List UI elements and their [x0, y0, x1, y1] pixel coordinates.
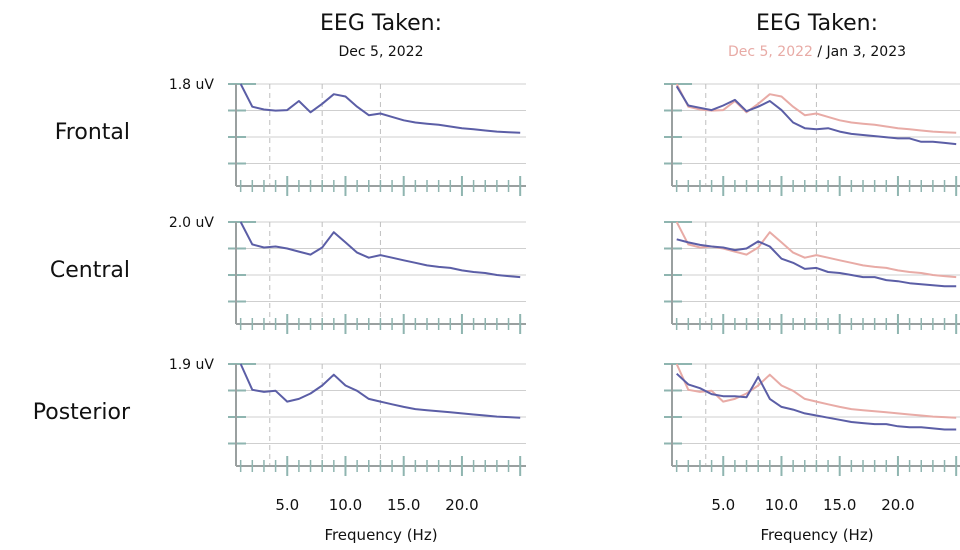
x-tick-label: 5.0	[275, 496, 299, 514]
x-tick-label: 20.0	[445, 496, 478, 514]
x-tick-label: 15.0	[387, 496, 420, 514]
subtitle-part: / Jan 3, 2023	[813, 44, 906, 60]
row-label-frontal: Frontal	[55, 120, 130, 145]
series-line-1	[239, 363, 521, 419]
series-line-1	[675, 83, 957, 134]
y-max-label: 1.8 uV	[169, 77, 215, 93]
panel-central-2	[664, 221, 960, 334]
x-tick-label: 15.0	[823, 496, 856, 514]
panel-central-1: 2.0 uV	[169, 215, 526, 334]
column-title: EEG Taken:	[756, 11, 878, 36]
x-tick-label: 5.0	[711, 496, 735, 514]
subtitle-part: Dec 5, 2022	[339, 44, 424, 60]
column-subtitle: Dec 5, 2022 / Jan 3, 2023	[728, 44, 906, 60]
panel-frontal-2	[664, 83, 960, 196]
panel-frontal-1: 1.8 uV	[169, 77, 526, 196]
y-max-label: 1.9 uV	[169, 357, 215, 373]
column-subtitle: Dec 5, 2022	[339, 44, 424, 60]
panel-posterior-2	[664, 363, 960, 476]
subtitle-part: Dec 5, 2022	[728, 44, 813, 60]
series-line-2	[676, 238, 957, 288]
x-axis-label: Frequency (Hz)	[760, 526, 873, 544]
series-line-2	[675, 85, 957, 146]
panel-posterior-1: 1.9 uV	[169, 357, 526, 476]
x-tick-label: 10.0	[765, 496, 798, 514]
series-line-1	[239, 83, 521, 134]
column-title: EEG Taken:	[320, 11, 442, 36]
series-line-1	[675, 363, 957, 419]
row-label-central: Central	[50, 258, 130, 283]
series-line-2	[676, 372, 957, 431]
x-axis-label: Frequency (Hz)	[324, 526, 437, 544]
x-tick-label: 10.0	[329, 496, 362, 514]
row-label-posterior: Posterior	[33, 400, 131, 425]
x-tick-label: 20.0	[881, 496, 914, 514]
series-line-1	[239, 221, 521, 279]
y-max-label: 2.0 uV	[169, 215, 215, 231]
